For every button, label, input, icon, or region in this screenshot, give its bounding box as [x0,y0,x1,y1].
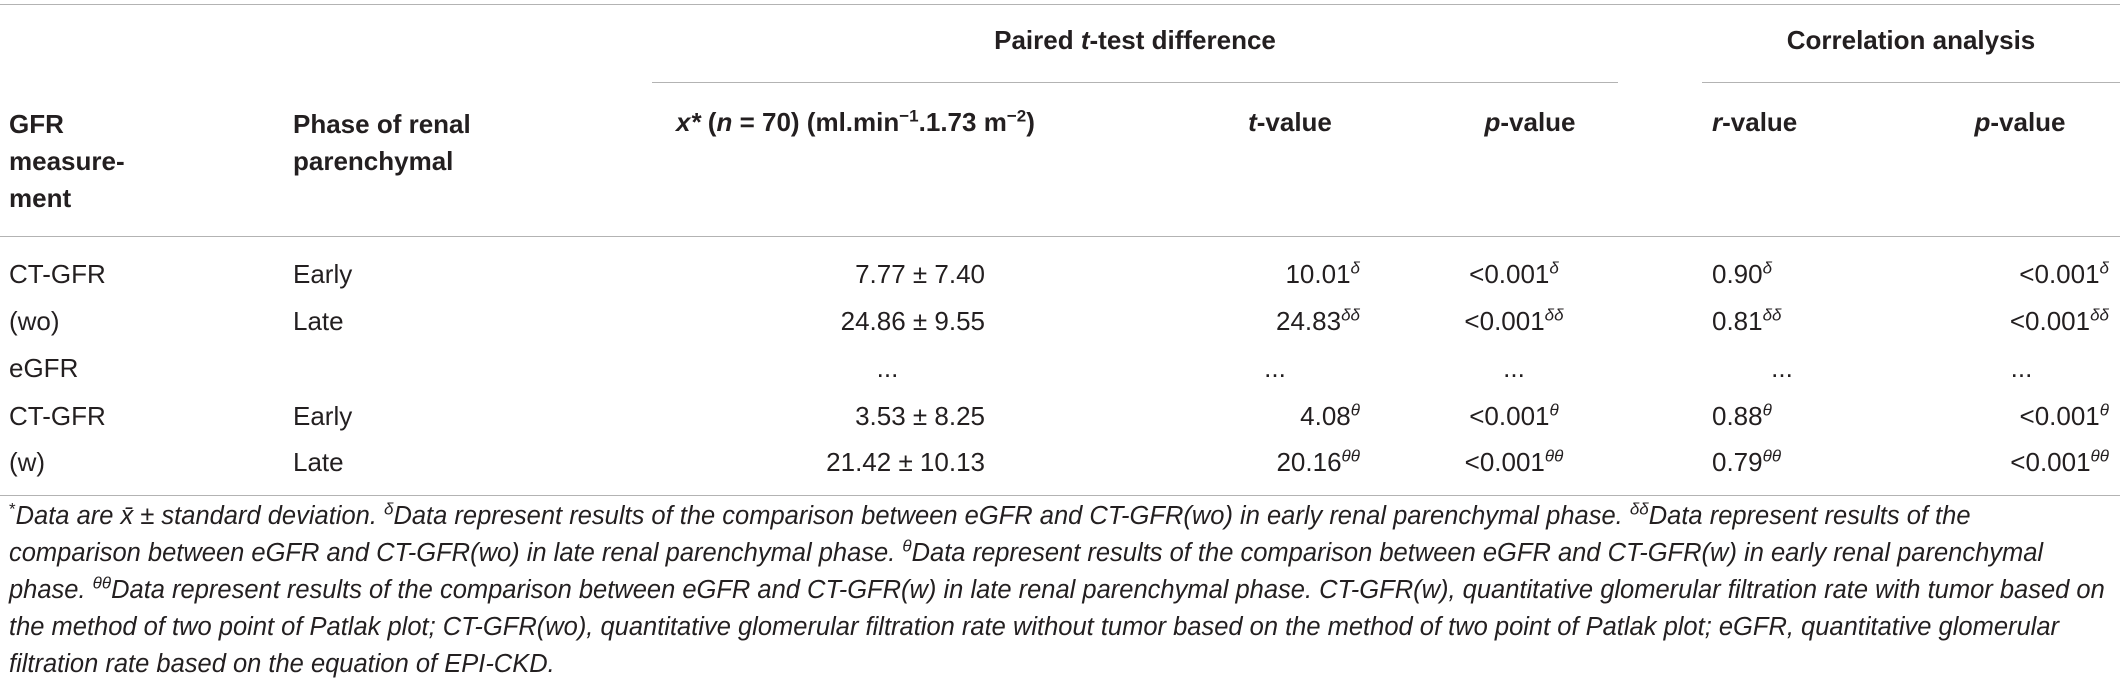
phase-cell: Late [293,306,344,336]
correlation-group-header: Correlation analysis [1786,25,2036,55]
r-value-cell: 0.79θθ [1712,446,1782,477]
p-value-corr-cell: <0.001δ [2019,258,2109,289]
paired-group-rule [652,82,1618,83]
r-value-cell: ... [1771,353,1793,383]
col-header-gfr-measurement: GFR measure- ment [9,109,125,213]
table-footnote: *Data are x̄ ± standard deviation. δData… [9,499,2105,679]
mean-diff-cell: 3.53 ± 8.25 [855,401,985,431]
p-value-corr-cell: <0.001θ [2019,400,2109,431]
gfr-cell: (w) [9,447,46,477]
p-value-ttest-cell: <0.001θ [1469,400,1559,431]
t-value-cell: 20.16θθ [1276,446,1360,477]
correlation-group-rule [1702,82,2120,83]
gfr-cell: CT-GFR [9,259,106,289]
t-value-cell: ... [1264,353,1286,383]
gfr-cell: CT-GFR [9,401,106,431]
header-bottom-rule [0,236,2120,237]
p-value-corr-cell: <0.001δδ [2009,305,2109,336]
r-value-cell: 0.81δδ [1712,305,1782,336]
p-value-ttest-cell: <0.001δ [1469,258,1559,289]
p-value-ttest-cell: <0.001δδ [1464,305,1564,336]
col-header-p-value-ttest: p-value [1484,107,1576,137]
col-header-phase: Phase of renal parenchymal [293,109,471,176]
gfr-cell: eGFR [9,353,79,383]
col-header-mean-difference: x* (n = 70) (ml.min−1.1.73 m−2) [676,106,1035,137]
t-value-cell: 24.83δδ [1276,305,1360,336]
col-header-p-value-correlation: p-value [1974,107,2066,137]
mean-diff-cell: 21.42 ± 10.13 [826,447,985,477]
phase-cell: Late [293,447,344,477]
col-header-r-value: r-value [1712,107,1798,137]
mean-diff-cell: 24.86 ± 9.55 [840,306,985,336]
t-value-cell: 10.01δ [1285,258,1360,289]
phase-cell: Early [293,401,353,431]
p-value-ttest-cell: ... [1503,353,1525,383]
phase-cell: Early [293,259,353,289]
mean-diff-cell: ... [876,353,899,383]
t-value-cell: 4.08θ [1300,400,1360,431]
p-value-corr-cell: <0.001θθ [2010,446,2109,477]
r-value-cell: 0.90δ [1712,258,1773,289]
mean-diff-cell: 7.77 ± 7.40 [855,259,985,289]
p-value-corr-cell: ... [2010,353,2033,383]
paired-ttest-group-header: Paired t-test difference [994,25,1276,55]
gfr-cell: (wo) [9,306,60,336]
body-bottom-rule [0,495,2120,496]
r-value-cell: 0.88θ [1712,400,1772,431]
top-rule [0,4,2120,5]
p-value-ttest-cell: <0.001θθ [1464,446,1564,477]
col-header-t-value: t-value [1248,107,1332,137]
